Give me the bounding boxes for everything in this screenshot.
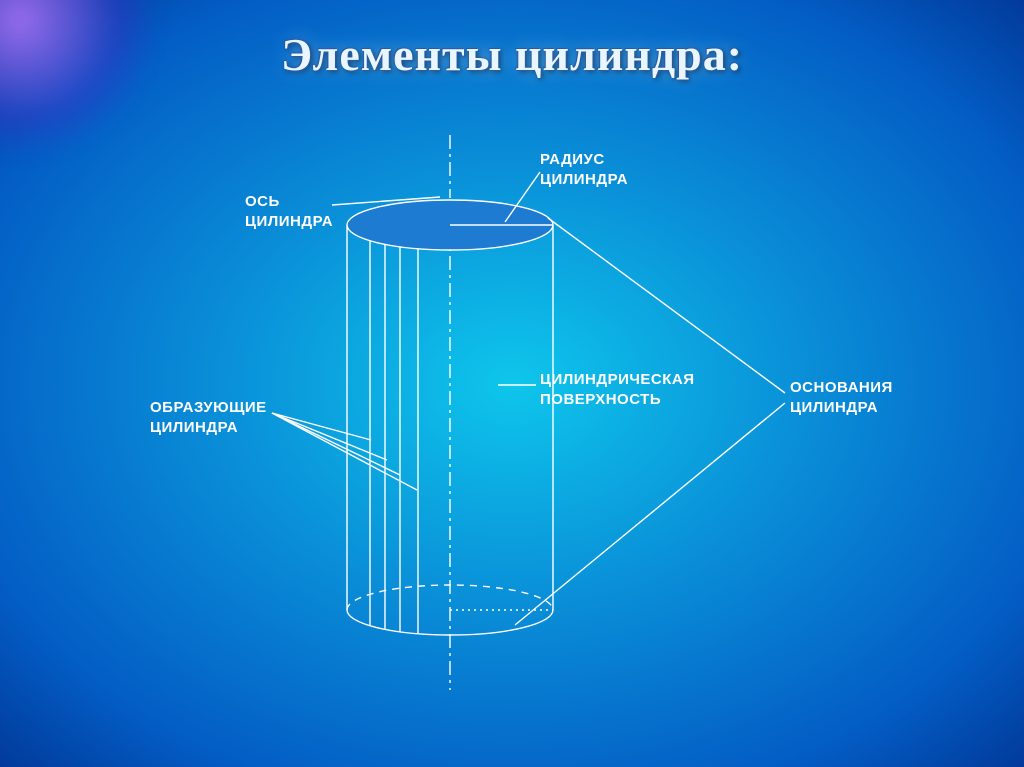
label-bases: ОСНОВАНИЯ ЦИЛИНДРА: [790, 378, 893, 417]
label-radius: РАДИУС ЦИЛИНДРА: [540, 150, 628, 189]
label-axis: ОСЬ ЦИЛИНДРА: [245, 192, 333, 231]
label-generators: ОБРАЗУЮЩИЕ ЦИЛИНДРА: [150, 398, 267, 437]
label-surface: ЦИЛИНДРИЧЕСКАЯ ПОВЕРХНОСТЬ: [540, 370, 695, 409]
